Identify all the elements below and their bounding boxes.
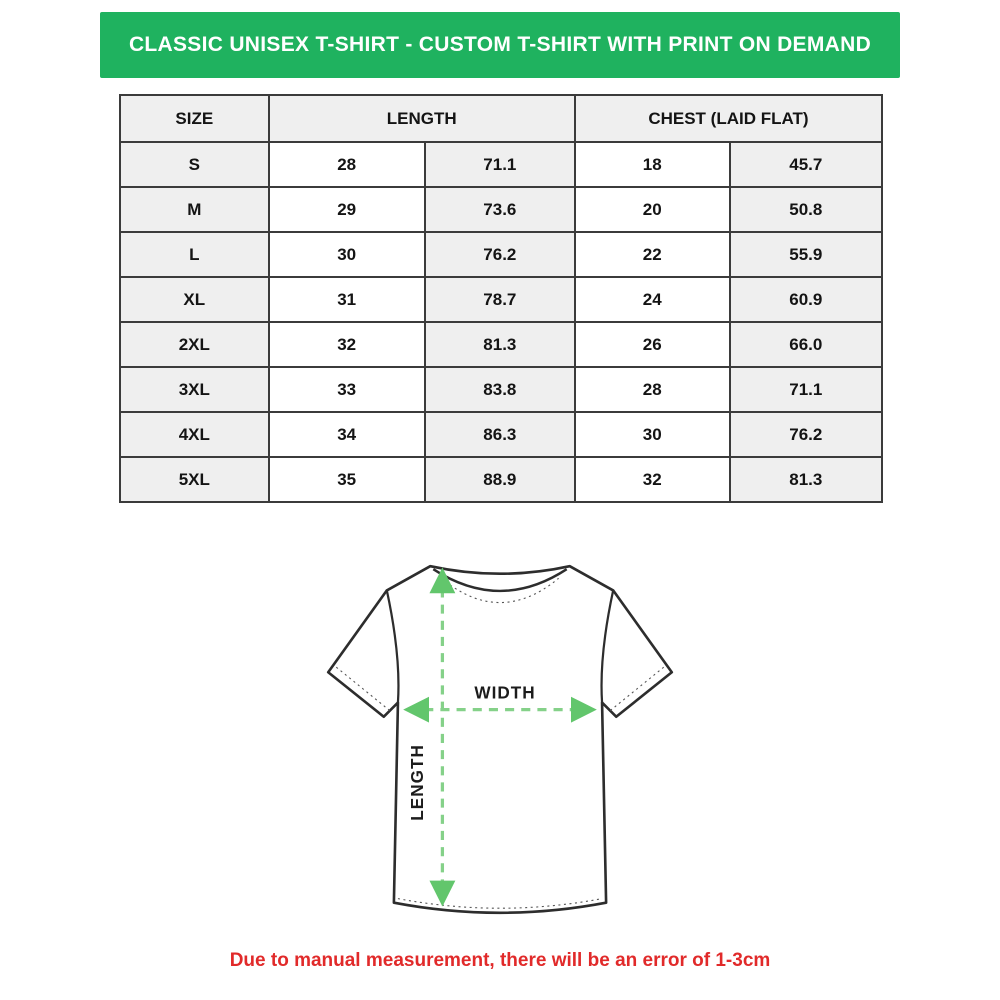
length-in-cell: 31 (267, 276, 426, 323)
chest-in-cell: 18 (573, 141, 731, 188)
size-cell: M (119, 186, 270, 233)
chest-cm-cell: 50.8 (728, 186, 884, 233)
column-header-size: SIZE (119, 94, 270, 143)
length-in-cell: 30 (267, 231, 426, 278)
length-cm-cell: 83.8 (423, 366, 576, 413)
length-cm-cell: 81.3 (423, 321, 576, 368)
chest-cm-cell: 60.9 (728, 276, 884, 323)
chest-in-cell: 26 (573, 321, 731, 368)
length-in-cell: 33 (267, 366, 426, 413)
length-cm-cell: 78.7 (423, 276, 576, 323)
chest-cm-cell: 45.7 (728, 141, 884, 188)
table-row: S 28 71.1 18 45.7 (119, 141, 884, 188)
column-header-length: LENGTH (267, 94, 576, 143)
measurement-error-note: Due to manual measurement, there will be… (229, 950, 771, 971)
size-cell: S (119, 141, 270, 188)
chest-in-cell: 22 (573, 231, 731, 278)
length-cm-cell: 86.3 (423, 411, 576, 458)
size-cell: L (119, 231, 270, 278)
length-in-cell: 29 (267, 186, 426, 233)
length-cm-cell: 73.6 (423, 186, 576, 233)
column-header-chest: CHEST (LAID FLAT) (573, 94, 884, 143)
size-cell: 2XL (119, 321, 270, 368)
length-label: LENGTH (407, 744, 427, 821)
title-banner: CLASSIC UNISEX T-SHIRT - CUSTOM T-SHIRT … (100, 12, 900, 78)
chest-cm-cell: 81.3 (728, 456, 884, 503)
length-cm-cell: 76.2 (423, 231, 576, 278)
table-row: XL 31 78.7 24 60.9 (119, 276, 884, 323)
size-cell: 4XL (119, 411, 270, 458)
size-cell: 5XL (119, 456, 270, 503)
table-row: 2XL 32 81.3 26 66.0 (119, 321, 884, 368)
length-cm-cell: 88.9 (423, 456, 576, 503)
chest-cm-cell: 71.1 (728, 366, 884, 413)
chest-in-cell: 30 (573, 411, 731, 458)
table-row: 3XL 33 83.8 28 71.1 (119, 366, 884, 413)
tshirt-outline (326, 564, 674, 915)
chest-cm-cell: 55.9 (728, 231, 884, 278)
width-label: WIDTH (474, 683, 535, 703)
size-chart-table: SIZE LENGTH CHEST (LAID FLAT) S 28 71.1 … (119, 94, 884, 503)
table-row: L 30 76.2 22 55.9 (119, 231, 884, 278)
size-cell: 3XL (119, 366, 270, 413)
size-cell: XL (119, 276, 270, 323)
chest-in-cell: 32 (573, 456, 731, 503)
length-in-cell: 28 (267, 141, 426, 188)
table-row: 5XL 35 88.9 32 81.3 (119, 456, 884, 503)
length-in-cell: 34 (267, 411, 426, 458)
tshirt-measurement-diagram: WIDTH LENGTH (326, 564, 674, 915)
chest-in-cell: 20 (573, 186, 731, 233)
length-in-cell: 35 (267, 456, 426, 503)
chest-in-cell: 24 (573, 276, 731, 323)
chest-cm-cell: 66.0 (728, 321, 884, 368)
length-cm-cell: 71.1 (423, 141, 576, 188)
chest-cm-cell: 76.2 (728, 411, 884, 458)
chest-in-cell: 28 (573, 366, 731, 413)
page-title: CLASSIC UNISEX T-SHIRT - CUSTOM T-SHIRT … (128, 33, 872, 56)
length-in-cell: 32 (267, 321, 426, 368)
table-row: M 29 73.6 20 50.8 (119, 186, 884, 233)
table-row: 4XL 34 86.3 30 76.2 (119, 411, 884, 458)
table-header-row: SIZE LENGTH CHEST (LAID FLAT) (119, 94, 884, 143)
